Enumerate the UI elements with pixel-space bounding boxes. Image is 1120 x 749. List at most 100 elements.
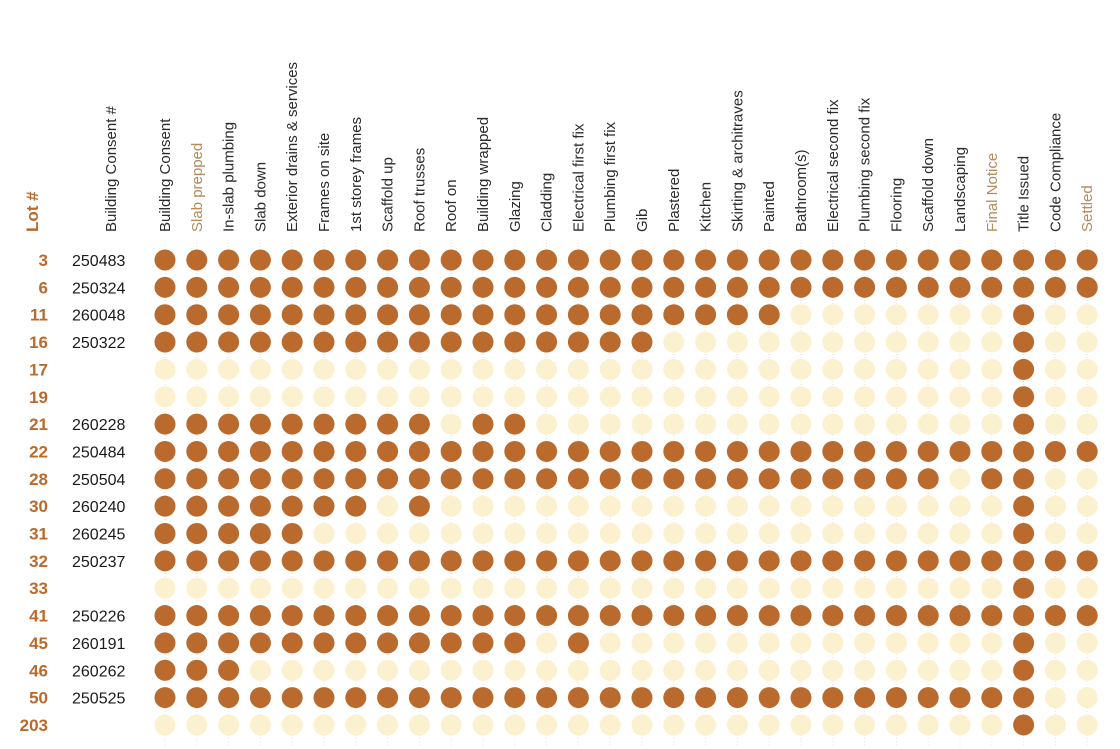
stage-complete-dot [154,495,176,517]
lot-number: 3 [39,251,48,270]
stage-complete-dot [536,331,558,353]
stage-complete-dot [822,605,844,627]
stage-pending-dot [758,523,780,544]
stage-pending-dot [663,577,685,599]
stage-complete-dot [281,304,303,326]
stage-pending-dot [504,659,526,681]
stage-complete-dot [567,440,589,462]
stage-complete-dot [726,550,748,572]
stage-complete-dot [949,249,971,271]
stage-header-label: Slab prepped [189,143,206,232]
stage-pending-dot [981,577,1003,599]
stage-complete-dot [663,276,685,298]
stage-pending-dot [854,358,876,380]
lot-row: 3 250483 [39,249,1098,271]
stage-header-label: Roof on [443,179,460,232]
stage-complete-dot [631,468,653,490]
stage-complete-dot [981,550,1003,572]
stage-complete-dot [1013,495,1035,517]
stage-complete-dot [186,304,208,326]
lot-number: 32 [29,552,48,571]
stage-pending-dot [790,331,812,353]
stage-complete-dot [981,249,1003,271]
stage-pending-dot [504,714,526,736]
stage-complete-dot [345,276,367,298]
stage-header-label: Code Compliance [1047,113,1064,232]
stage-complete-dot [917,550,939,572]
stage-complete-dot [504,331,526,353]
lot-number: 33 [29,579,48,598]
stage-pending-dot [472,358,494,380]
stage-complete-dot [218,659,240,681]
stage-pending-dot [790,495,812,517]
lot-row: 31 260245 [29,523,1098,544]
stage-pending-dot [949,386,971,408]
stage-complete-dot [631,249,653,271]
stage-complete-dot [1013,386,1035,408]
stage-complete-dot [154,249,176,271]
consent-number: 250237 [72,554,125,571]
stage-pending-dot [440,577,462,599]
consent-number: 260240 [72,499,125,516]
stage-pending-dot [663,523,685,544]
stage-complete-dot [726,276,748,298]
stage-complete-dot [249,687,271,709]
stage-pending-dot [885,386,907,408]
stage-pending-dot [695,577,717,599]
stage-complete-dot [854,276,876,298]
stage-pending-dot [1044,468,1066,490]
stage-complete-dot [917,468,939,490]
lot-number: 46 [29,661,48,680]
stage-pending-dot [377,659,399,681]
stage-pending-dot [599,495,621,517]
stage-complete-dot [408,632,430,654]
lot-number: 21 [29,415,48,434]
stage-complete-dot [154,468,176,490]
stage-complete-dot [186,523,208,544]
stage-complete-dot [472,550,494,572]
stage-pending-dot [695,358,717,380]
stage-complete-dot [949,276,971,298]
stage-complete-dot [377,304,399,326]
stage-pending-dot [981,304,1003,326]
stage-pending-dot [854,632,876,654]
stage-complete-dot [472,440,494,462]
stage-header-label: Painted [761,181,778,232]
lot-row: 22 250484 [29,440,1098,462]
stage-complete-dot [218,331,240,353]
lot-rows: 3 250483 6 250324 11 260048 16 250322 17 19 21 2602… [20,249,1098,736]
stage-pending-dot [917,523,939,544]
stage-pending-dot [726,659,748,681]
stage-header-label: Plumbing second fix [857,97,874,232]
stage-complete-dot [249,413,271,435]
consent-number: 250504 [72,472,125,489]
stage-complete-dot [154,413,176,435]
stage-pending-dot [885,632,907,654]
stage-complete-dot [313,304,335,326]
stage-pending-dot [695,632,717,654]
stage-complete-dot [981,687,1003,709]
consent-number: 260048 [72,308,125,325]
stage-pending-dot [949,523,971,544]
stage-complete-dot [885,468,907,490]
stage-complete-dot [313,605,335,627]
stage-pending-dot [726,413,748,435]
stage-complete-dot [440,605,462,627]
stage-pending-dot [631,632,653,654]
stage-complete-dot [663,605,685,627]
stage-complete-dot [567,331,589,353]
stage-pending-dot [345,714,367,736]
stage-pending-dot [822,304,844,326]
stage-pending-dot [472,659,494,681]
stage-pending-dot [981,523,1003,544]
stage-complete-dot [599,550,621,572]
stage-complete-dot [885,550,907,572]
stage-complete-dot [377,249,399,271]
stage-pending-dot [504,523,526,544]
stage-complete-dot [440,632,462,654]
consent-number: 250226 [72,609,125,626]
stage-complete-dot [281,687,303,709]
stage-pending-dot [949,331,971,353]
stage-complete-dot [1076,550,1098,572]
stage-complete-dot [1013,358,1035,380]
